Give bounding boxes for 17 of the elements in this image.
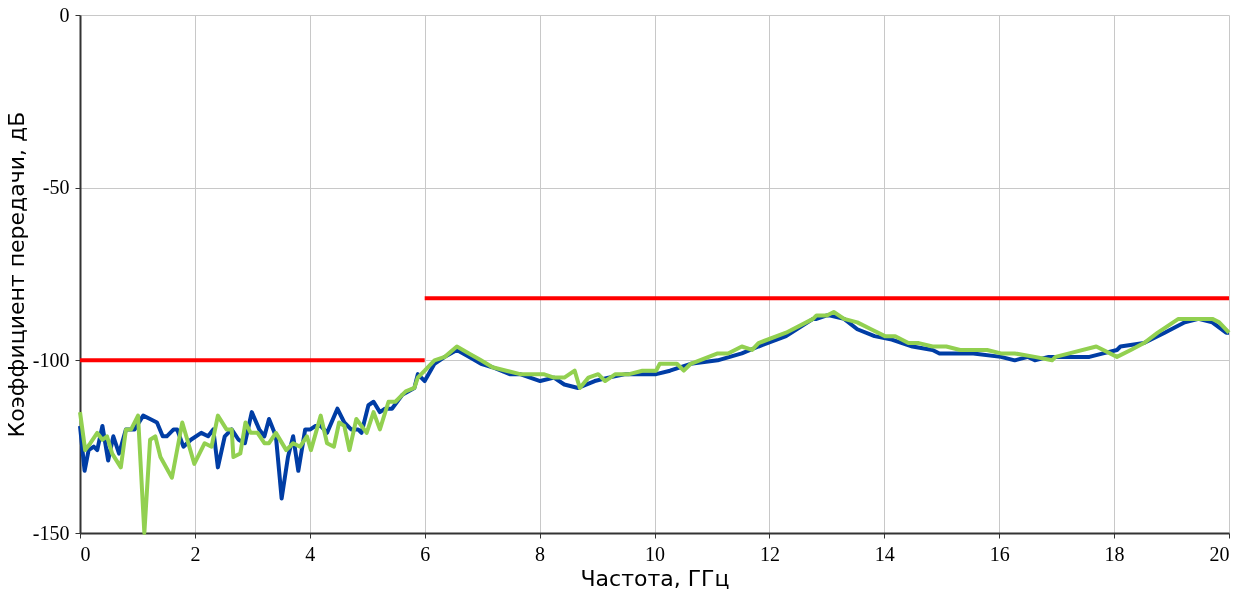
y-tick-label: -150 (32, 521, 70, 544)
y-tick-label: 0 (59, 3, 70, 26)
x-tick-label: 14 (874, 542, 895, 565)
x-tick-label: 16 (989, 542, 1010, 565)
x-tick-label: 4 (305, 542, 316, 565)
x-axis-title: Частота, ГГц (580, 565, 730, 591)
y-tick-label: -50 (42, 176, 70, 199)
x-tick-label: 0 (80, 542, 91, 565)
x-tick-label: 20 (1209, 542, 1230, 565)
x-tick-label: 8 (535, 542, 546, 565)
x-tick-label: 10 (645, 542, 665, 565)
x-tick-label: 12 (759, 542, 780, 565)
x-tick-label: 6 (420, 542, 431, 565)
y-axis-title: Коэффициент передачи, дБ (3, 111, 29, 438)
x-tick-label: 18 (1104, 542, 1125, 565)
y-tick-label: -100 (32, 348, 70, 371)
x-tick-label: 2 (190, 542, 201, 565)
